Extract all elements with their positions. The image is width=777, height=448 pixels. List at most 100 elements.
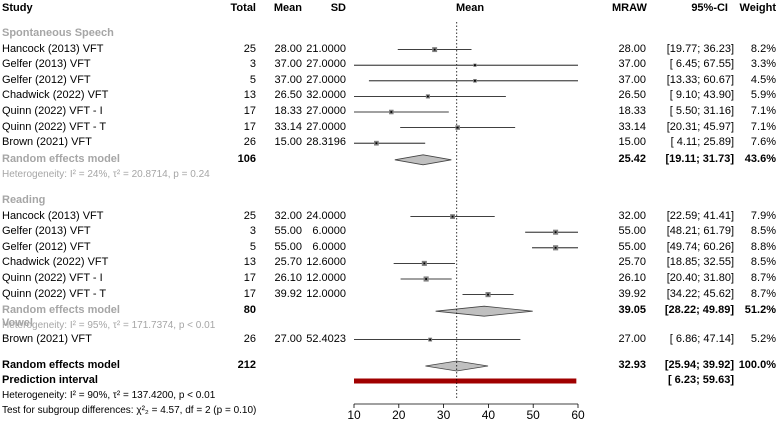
header-mraw: MRAW [612, 2, 647, 14]
study-mean: 27.00 [274, 332, 302, 345]
study-sd: 24.0000 [306, 209, 346, 222]
study-mean: 26.50 [274, 89, 302, 102]
study-weight: 5.2% [750, 332, 776, 345]
study-point [554, 231, 557, 234]
study-sd: 27.0000 [306, 73, 346, 86]
study-total: 26 [243, 136, 256, 149]
study-ci: [49.74; 60.26] [666, 240, 734, 253]
model-total: 212 [237, 359, 256, 371]
study-sd: 27.0000 [306, 120, 346, 133]
study-ci: [20.31; 45.97] [666, 120, 734, 133]
study-sd: 12.6000 [306, 256, 346, 269]
study-total: 17 [243, 287, 256, 300]
study-mean: 55.00 [274, 240, 302, 253]
study-mraw: 26.50 [618, 89, 646, 102]
study-point [423, 262, 426, 265]
model-weight: 100.0% [738, 359, 776, 371]
study-point [425, 278, 428, 280]
study-sd: 21.0000 [306, 42, 346, 55]
study-mraw: 37.00 [618, 58, 646, 71]
study-total: 13 [243, 256, 256, 269]
study-total: 3 [249, 225, 256, 238]
study-name: Gelfer (2013) VFT [2, 225, 91, 238]
study-sd: 52.4023 [306, 332, 346, 345]
model-total: 106 [237, 152, 256, 165]
study-sd: 12.0000 [306, 287, 346, 300]
study-total: 17 [243, 120, 256, 133]
study-name: Chadwick (2022) VFT [2, 89, 109, 102]
study-weight: 8.2% [750, 42, 776, 55]
study-name: Quinn (2022) VFT - T [2, 287, 107, 300]
study-point [427, 95, 429, 98]
study-ci: [ 5.50; 31.16] [669, 105, 734, 117]
study-name: Quinn (2022) VFT - I [2, 105, 103, 117]
header-total: Total [230, 2, 256, 14]
study-mraw: 55.00 [618, 240, 646, 253]
x-tick-label: 40 [481, 408, 496, 422]
study-sd: 27.0000 [306, 105, 346, 117]
study-weight: 8.7% [750, 287, 776, 300]
study-total: 3 [249, 58, 256, 71]
study-total: 25 [243, 209, 256, 222]
model-label: Random effects model [2, 359, 120, 371]
header-weight: Weight [739, 2, 776, 14]
prediction-label: Prediction interval [2, 374, 98, 386]
study-point [474, 79, 476, 82]
study-mean: 37.00 [274, 58, 302, 71]
study-mean: 37.00 [274, 73, 302, 86]
study-weight: 8.5% [750, 225, 776, 238]
header-mean: Mean [273, 2, 302, 14]
study-name: Hancock (2013) VFT [2, 209, 104, 222]
study-sd: 6.0000 [312, 225, 346, 238]
model-weight: 51.2% [744, 304, 776, 317]
model-mraw: 39.05 [618, 304, 646, 317]
study-mraw: 37.00 [618, 73, 646, 86]
study-ci: [13.33; 60.67] [666, 73, 734, 86]
study-ci: [20.40; 31.80] [666, 272, 734, 284]
study-name: Quinn (2022) VFT - T [2, 120, 107, 133]
study-name: Gelfer (2012) VFT [2, 73, 91, 86]
study-mraw: 26.10 [618, 272, 646, 284]
study-mean: 15.00 [274, 136, 302, 149]
study-mean: 18.33 [274, 105, 302, 117]
subgroup-label: Spontaneous Speech [2, 27, 114, 39]
x-tick-label: 10 [347, 408, 361, 422]
study-total: 5 [249, 73, 256, 86]
study-point [474, 64, 476, 67]
study-mean: 25.70 [274, 256, 302, 269]
study-ci: [19.77; 36.23] [666, 42, 734, 55]
model-total: 80 [243, 304, 256, 317]
study-name: Quinn (2022) VFT - I [2, 272, 103, 284]
study-mraw: 15.00 [618, 136, 646, 149]
study-name: Gelfer (2012) VFT [2, 240, 91, 253]
study-mean: 28.00 [274, 42, 302, 55]
study-ci: [48.21; 61.79] [666, 225, 734, 238]
study-sd: 12.0000 [306, 272, 346, 284]
study-point [429, 338, 432, 341]
study-mraw: 55.00 [618, 225, 646, 238]
header-ci: 95%-CI [691, 2, 728, 14]
study-sd: 27.0000 [306, 58, 346, 71]
study-weight: 7.6% [750, 136, 776, 149]
model-weight: 43.6% [744, 152, 776, 165]
study-ci: [22.59; 41.41] [666, 209, 734, 222]
study-mean: 39.92 [274, 287, 302, 300]
study-sd: 28.3196 [306, 136, 346, 149]
study-mean: 26.10 [274, 272, 302, 284]
study-name: Brown (2021) VFT [2, 136, 92, 149]
study-name: Gelfer (2013) VFT [2, 58, 91, 71]
study-sd: 6.0000 [312, 240, 346, 253]
subgroup-label: Reading [2, 194, 46, 206]
study-point [375, 142, 378, 145]
study-point [456, 126, 459, 129]
model-ci: [28.22; 49.89] [664, 304, 734, 317]
study-weight: 4.5% [750, 73, 776, 86]
study-mraw: 28.00 [618, 42, 646, 55]
study-weight: 5.9% [750, 89, 776, 102]
study-ci: [ 4.11; 25.89] [670, 136, 734, 149]
study-ci: [ 6.45; 67.55] [669, 58, 734, 71]
study-weight: 8.5% [750, 256, 776, 269]
header-plot-mean: Mean [455, 2, 485, 14]
study-mraw: 18.33 [618, 105, 646, 117]
